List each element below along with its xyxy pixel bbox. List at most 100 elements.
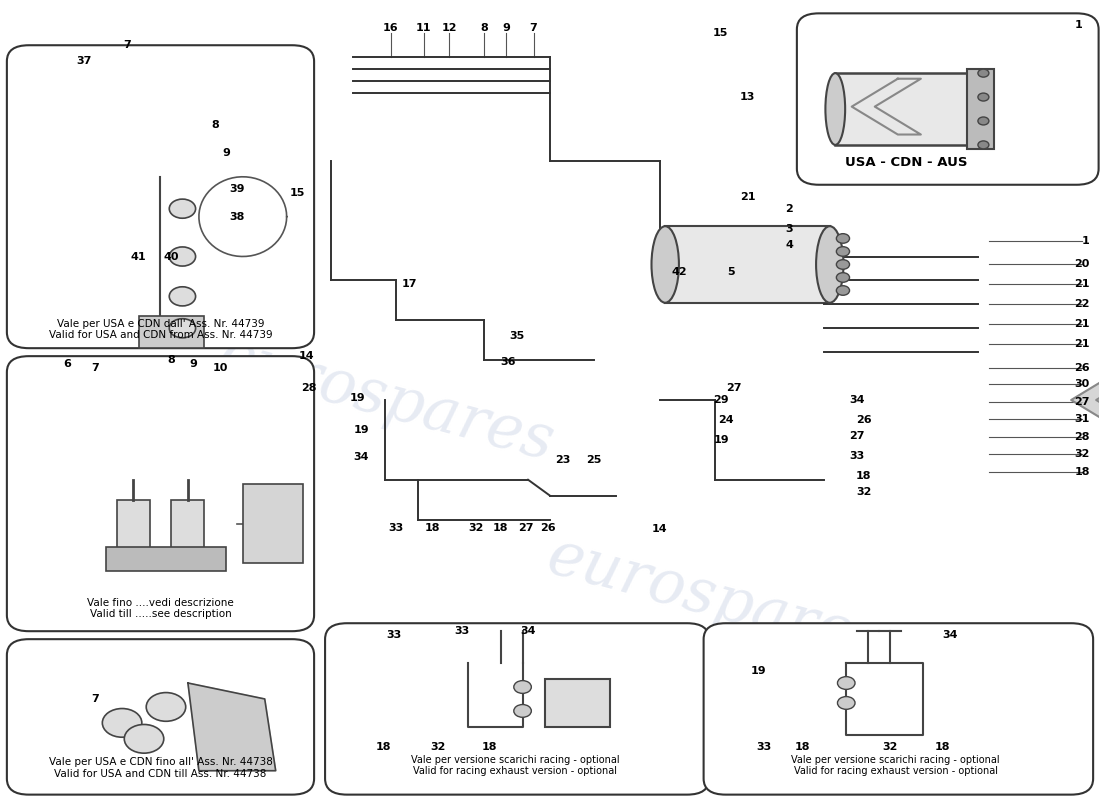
FancyBboxPatch shape — [7, 639, 315, 794]
Text: 26: 26 — [540, 522, 556, 533]
Text: 32: 32 — [469, 522, 484, 533]
Text: 7: 7 — [91, 363, 99, 373]
Text: 27: 27 — [727, 383, 742, 393]
Text: eurospares: eurospares — [540, 526, 889, 673]
Circle shape — [836, 234, 849, 243]
Circle shape — [978, 117, 989, 125]
Text: 18: 18 — [375, 742, 390, 752]
Polygon shape — [188, 683, 276, 770]
Polygon shape — [1071, 370, 1100, 430]
Bar — [139, 316, 205, 348]
Text: 32: 32 — [882, 742, 898, 752]
Text: 13: 13 — [740, 92, 756, 102]
Bar — [666, 226, 829, 302]
Text: 19: 19 — [750, 666, 767, 676]
Text: 2: 2 — [785, 204, 793, 214]
Ellipse shape — [825, 73, 845, 145]
Text: 9: 9 — [222, 148, 230, 158]
Text: 26: 26 — [1075, 363, 1090, 373]
Text: 19: 19 — [350, 394, 366, 403]
Text: 25: 25 — [586, 454, 602, 465]
Text: 28: 28 — [301, 383, 317, 393]
Text: 41: 41 — [131, 251, 146, 262]
Bar — [106, 547, 227, 571]
Bar — [835, 73, 967, 145]
Text: Vale per versione scarichi racing - optional
Valid for racing exhaust version - : Vale per versione scarichi racing - opti… — [791, 754, 1000, 776]
Text: 8: 8 — [167, 355, 175, 365]
Text: 18: 18 — [856, 470, 871, 481]
Circle shape — [978, 93, 989, 101]
Circle shape — [836, 286, 849, 295]
Text: 39: 39 — [230, 184, 245, 194]
Text: 4: 4 — [785, 239, 793, 250]
Text: 14: 14 — [298, 351, 315, 361]
Text: 5: 5 — [727, 267, 735, 278]
Text: 6: 6 — [64, 359, 72, 369]
Text: 19: 19 — [714, 435, 729, 445]
FancyBboxPatch shape — [326, 623, 710, 794]
Text: 23: 23 — [556, 454, 571, 465]
Circle shape — [169, 247, 196, 266]
Text: 33: 33 — [757, 742, 771, 752]
Text: Vale fino ....vedi descrizione
Valid till .....see description: Vale fino ....vedi descrizione Valid til… — [87, 598, 234, 619]
Text: 27: 27 — [849, 431, 865, 441]
Text: 33: 33 — [849, 451, 865, 461]
Text: 18: 18 — [935, 742, 950, 752]
Text: 34: 34 — [520, 626, 536, 636]
Text: 17: 17 — [402, 279, 417, 290]
Text: 33: 33 — [388, 522, 404, 533]
Text: 19: 19 — [353, 426, 370, 435]
Text: 10: 10 — [213, 363, 229, 373]
Text: 1: 1 — [1075, 20, 1082, 30]
Text: 22: 22 — [1075, 299, 1090, 310]
Text: 21: 21 — [1075, 279, 1090, 290]
Text: 7: 7 — [123, 40, 131, 50]
Text: 7: 7 — [530, 22, 538, 33]
Text: 18: 18 — [1075, 466, 1090, 477]
FancyBboxPatch shape — [796, 14, 1099, 185]
Text: 40: 40 — [164, 251, 179, 262]
Circle shape — [836, 246, 849, 256]
Circle shape — [146, 693, 186, 722]
Text: 18: 18 — [482, 742, 497, 752]
Text: 8: 8 — [481, 22, 488, 33]
Bar — [544, 679, 610, 727]
Bar — [967, 69, 994, 149]
Text: 42: 42 — [672, 267, 688, 278]
Text: 34: 34 — [353, 452, 369, 462]
Text: 31: 31 — [1075, 414, 1090, 424]
Text: 32: 32 — [856, 486, 871, 497]
Text: 32: 32 — [1075, 450, 1090, 459]
Text: 18: 18 — [493, 522, 508, 533]
Text: 37: 37 — [76, 56, 91, 66]
Text: 35: 35 — [509, 331, 525, 342]
Text: 3: 3 — [785, 223, 793, 234]
FancyBboxPatch shape — [7, 46, 315, 348]
Text: Vale per versione scarichi racing - optional
Valid for racing exhaust version - : Vale per versione scarichi racing - opti… — [410, 754, 619, 776]
Circle shape — [978, 69, 989, 77]
Text: 15: 15 — [713, 28, 728, 38]
Text: 34: 34 — [943, 630, 958, 640]
Text: 32: 32 — [430, 742, 446, 752]
Text: USA - CDN - AUS: USA - CDN - AUS — [845, 156, 968, 169]
Text: 33: 33 — [386, 630, 402, 640]
Text: 27: 27 — [518, 522, 534, 533]
Polygon shape — [851, 78, 921, 134]
FancyBboxPatch shape — [7, 356, 315, 631]
Text: 14: 14 — [652, 524, 668, 534]
FancyBboxPatch shape — [704, 623, 1093, 794]
Text: 34: 34 — [849, 395, 865, 405]
Circle shape — [514, 681, 531, 694]
Text: eurospares: eurospares — [211, 326, 560, 474]
Circle shape — [169, 318, 196, 338]
Circle shape — [837, 697, 855, 710]
Text: 9: 9 — [503, 22, 510, 33]
Circle shape — [102, 709, 142, 738]
Text: 21: 21 — [739, 192, 756, 202]
Bar — [243, 484, 304, 563]
Circle shape — [836, 260, 849, 270]
Bar — [172, 500, 205, 555]
Bar — [117, 500, 150, 555]
Text: 24: 24 — [717, 415, 734, 425]
Circle shape — [169, 286, 196, 306]
